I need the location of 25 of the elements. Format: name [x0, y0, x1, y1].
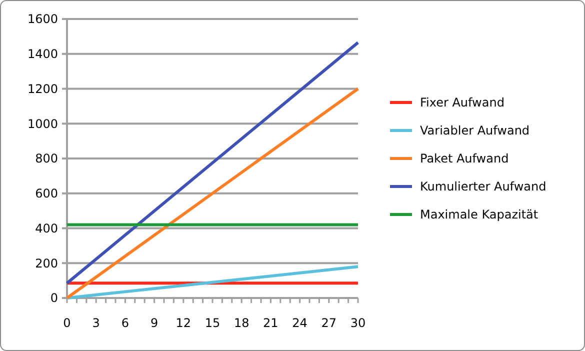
x-tick-label: 3 [92, 316, 100, 330]
x-tick-label: 15 [204, 316, 220, 330]
x-tick-label: 27 [321, 316, 337, 330]
y-tick-label: 1200 [27, 82, 58, 96]
y-tick-label: 0 [50, 291, 58, 306]
y-tick-label: 1400 [27, 47, 58, 62]
legend-label: Fixer Aufwand [420, 96, 504, 110]
y-tick-label: 200 [35, 256, 58, 270]
y-tick-label: 600 [35, 186, 58, 201]
legend-label: Paket Aufwand [420, 152, 509, 166]
y-tick-label: 1600 [27, 12, 58, 26]
y-tick-label: 400 [35, 221, 58, 236]
legend-label: Kumulierter Aufwand [420, 180, 546, 194]
x-tick-label: 21 [263, 316, 278, 330]
x-tick-label: 30 [350, 316, 366, 330]
x-tick-label: 9 [150, 316, 158, 330]
y-tick-label: 1000 [27, 116, 58, 131]
legend-label: Variabler Aufwand [420, 124, 530, 138]
legend-label: Maximale Kapazität [420, 208, 538, 222]
x-tick-label: 24 [292, 316, 308, 330]
x-tick-label: 0 [63, 316, 71, 330]
x-tick-label: 12 [176, 316, 192, 330]
x-tick-label: 6 [121, 316, 130, 330]
y-tick-label: 800 [35, 152, 58, 166]
x-tick-label: 18 [234, 316, 250, 330]
